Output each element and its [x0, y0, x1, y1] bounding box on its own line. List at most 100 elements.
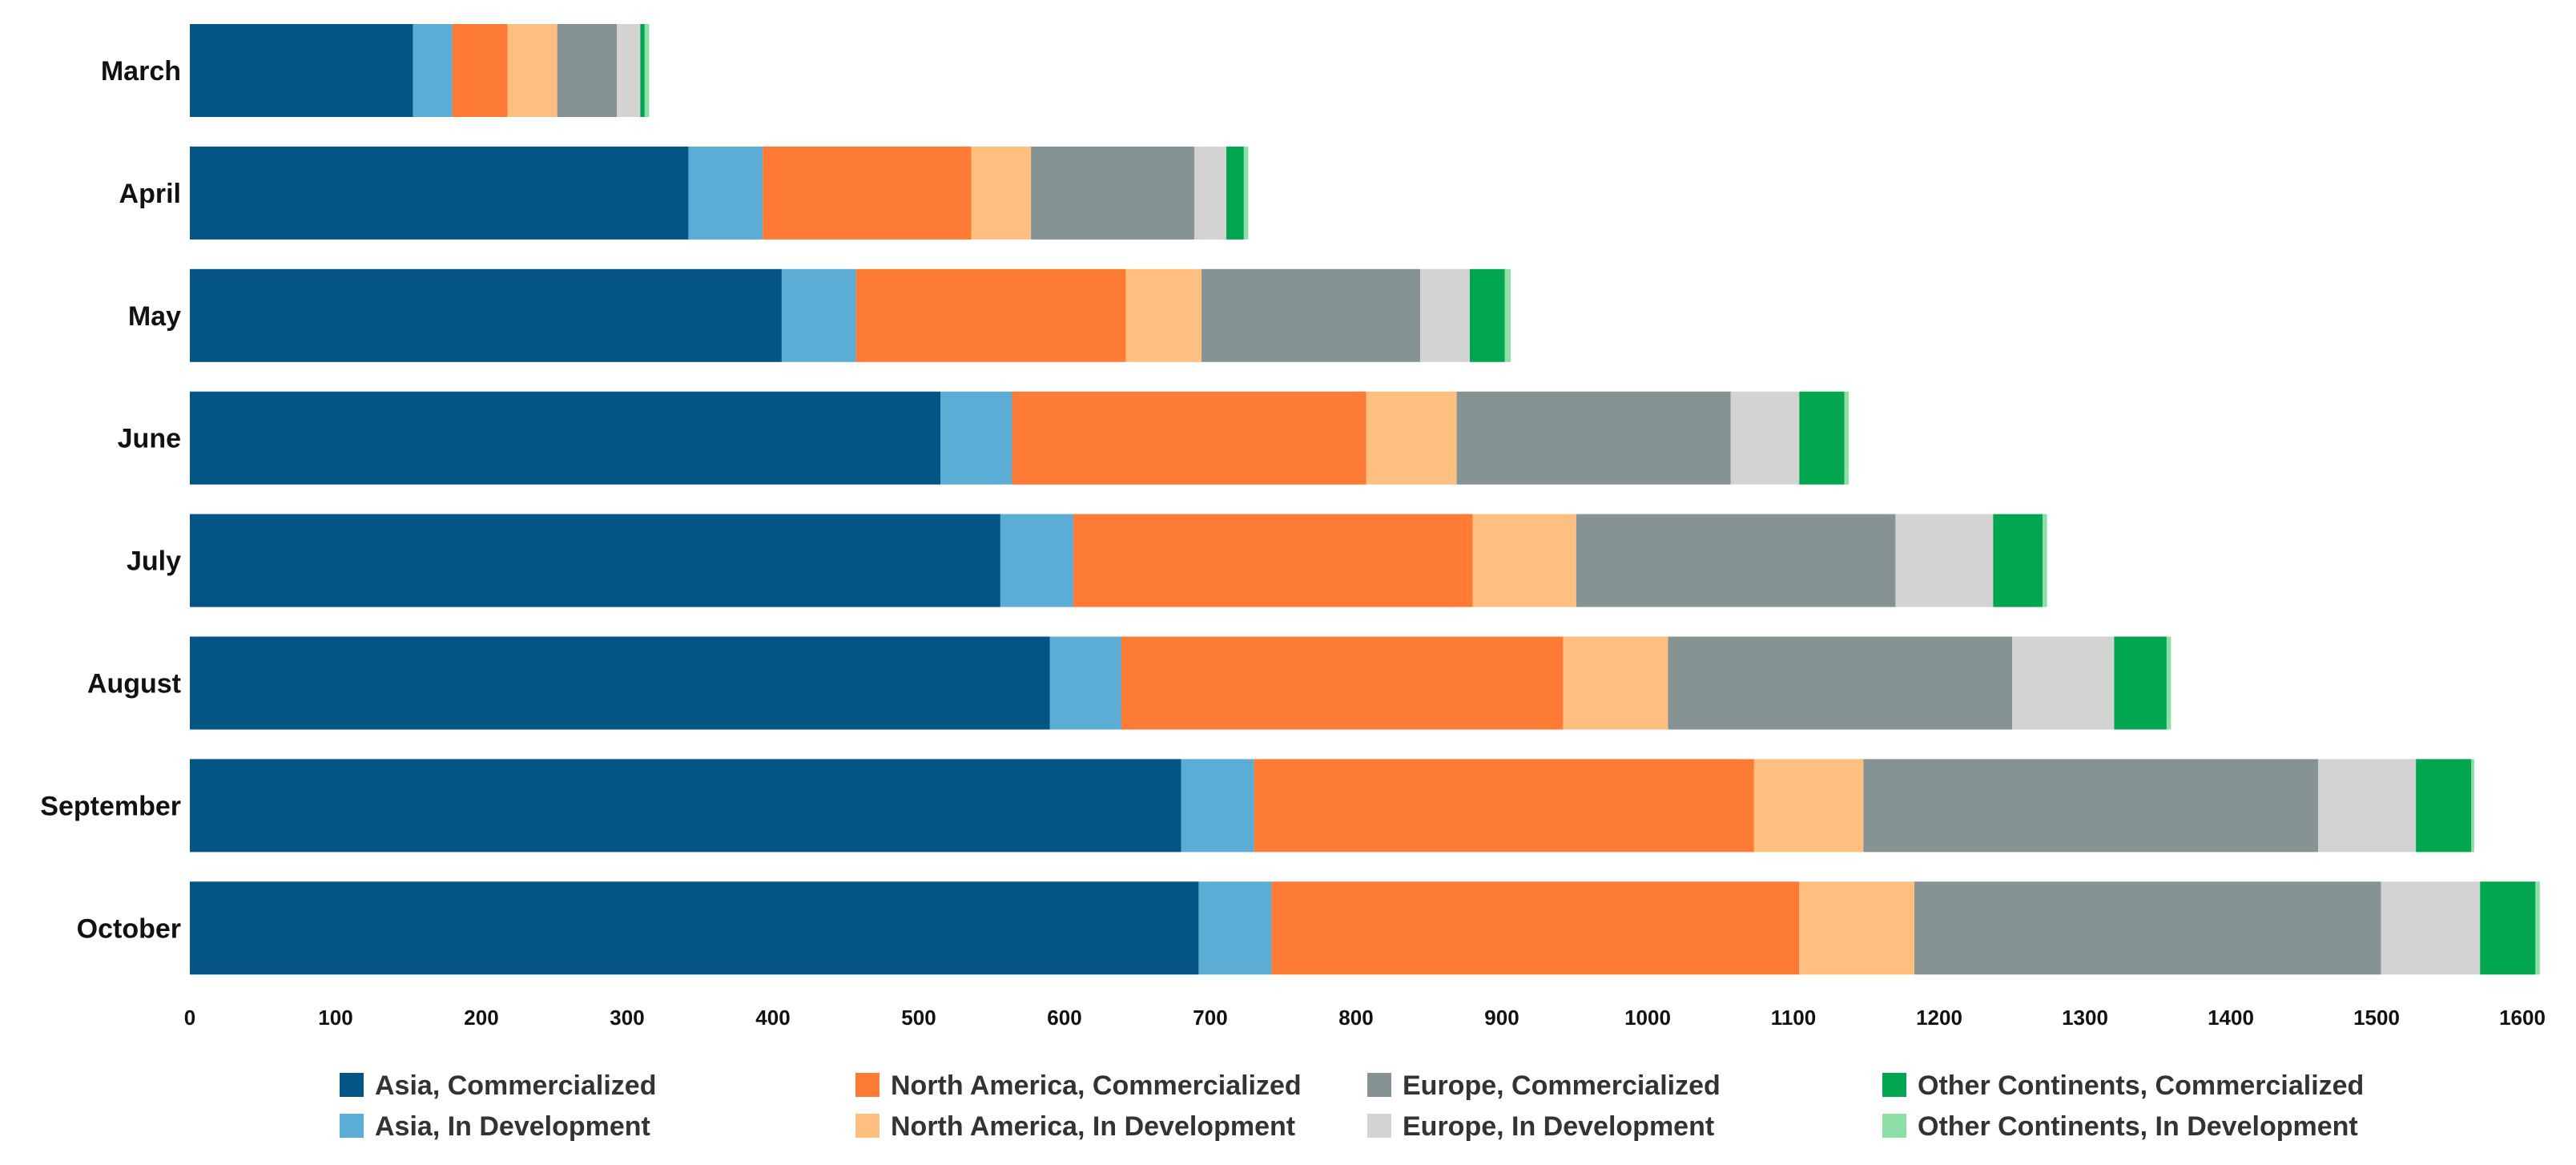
x-tick-label-100: 100: [318, 1006, 352, 1030]
bar-april-north-america-commercialized: [763, 146, 972, 240]
bar-august-other-continents-commercialized: [2114, 636, 2167, 730]
category-label-july: July: [127, 546, 181, 577]
x-tick-label-500: 500: [901, 1006, 936, 1030]
x-axis: 0 100 200 300 400 500 600 700 800 900 1000 1100 1200…: [184, 977, 2546, 1030]
bar-august-asia-in-development: [1049, 636, 1121, 730]
bar-october-europe-in-development: [2381, 881, 2481, 975]
bar-july-asia-in-development: [1000, 514, 1073, 607]
category-label-may: May: [128, 301, 181, 332]
bar-april-europe-in-development: [1193, 146, 1227, 240]
x-tick-label-200: 200: [464, 1006, 498, 1030]
bar-september-north-america-commercialized: [1254, 759, 1754, 853]
bar-may-other-continents-in-development: [1504, 268, 1511, 362]
bar-september-europe-in-development: [2318, 759, 2417, 853]
legend-swatch-asia-in-development: [340, 1114, 364, 1138]
legend-swatch-other-continents-commercialized: [1882, 1073, 1906, 1097]
legend-swatch-north-america-commercialized: [855, 1073, 879, 1097]
bar-april-europe-commercialized: [1031, 146, 1194, 240]
bar-october-north-america-commercialized: [1271, 881, 1800, 975]
legend-item-north-america-in-development: North America, In Development: [855, 1111, 1295, 1142]
x-tick-label-1400: 1400: [2208, 1006, 2254, 1030]
category-label-august: August: [87, 669, 181, 699]
x-tick-label-900: 900: [1484, 1006, 1519, 1030]
bar-september-asia-in-development: [1181, 759, 1254, 853]
legend-item-other-continents-commercialized: Other Continents, Commercialized: [1882, 1070, 2364, 1101]
legend-label-europe-in-development: Europe, In Development: [1403, 1111, 1714, 1142]
bar-october-other-continents-in-development: [2535, 881, 2540, 975]
x-tick-label-0: 0: [184, 1006, 195, 1030]
bar-july-north-america-commercialized: [1073, 514, 1473, 607]
legend-item-north-america-commercialized: North America, Commercialized: [855, 1070, 1302, 1101]
x-tick-label-1500: 1500: [2353, 1006, 2400, 1030]
bar-june-other-continents-in-development: [1844, 391, 1849, 485]
legend-label-asia-commercialized: Asia, Commercialized: [375, 1070, 656, 1101]
bar-june-north-america-commercialized: [1012, 391, 1366, 485]
bar-september-other-continents-in-development: [2471, 759, 2474, 853]
category-label-april: April: [119, 179, 181, 209]
bar-april-asia-in-development: [688, 146, 763, 240]
x-tick-label-1100: 1100: [1771, 1006, 1816, 1030]
bar-march-europe-in-development: [617, 24, 641, 117]
bar-july-europe-commercialized: [1576, 514, 1896, 607]
legend-item-europe-commercialized: Europe, Commercialized: [1367, 1070, 1721, 1101]
bar-august-europe-in-development: [2012, 636, 2115, 730]
bar-may-asia-commercialized: [190, 268, 782, 362]
legend-label-other-continents-commercialized: Other Continents, Commercialized: [1918, 1070, 2364, 1101]
legend-label-europe-commercialized: Europe, Commercialized: [1403, 1070, 1721, 1101]
legend-item-europe-in-development: Europe, In Development: [1367, 1111, 1714, 1142]
category-labels: March April May June July August September Octo…: [40, 56, 181, 944]
bar-october-asia-in-development: [1198, 881, 1272, 975]
bar-march-north-america-commercialized: [452, 24, 508, 117]
bar-july-asia-commercialized: [190, 514, 1000, 607]
legend-label-north-america-commercialized: North America, Commercialized: [891, 1070, 1302, 1101]
bar-august-north-america-commercialized: [1121, 636, 1564, 730]
bar-march-other-continents-commercialized: [640, 24, 645, 117]
bar-september-europe-commercialized: [1863, 759, 2319, 853]
bar-march-asia-commercialized: [190, 24, 413, 117]
bar-june-europe-commercialized: [1456, 391, 1731, 485]
legend-label-north-america-in-development: North America, In Development: [891, 1111, 1295, 1142]
legend-swatch-europe-in-development: [1367, 1114, 1391, 1138]
bar-june-north-america-in-development: [1366, 391, 1457, 485]
legend-swatch-europe-commercialized: [1367, 1073, 1391, 1097]
category-label-october: October: [77, 913, 181, 944]
bar-july-other-continents-in-development: [2043, 514, 2047, 607]
bar-september-other-continents-commercialized: [2416, 759, 2472, 853]
category-label-march: March: [101, 56, 181, 87]
bar-august-europe-commercialized: [1668, 636, 2012, 730]
bar-august-other-continents-in-development: [2166, 636, 2171, 730]
bar-april-north-america-in-development: [971, 146, 1032, 240]
legend-swatch-north-america-in-development: [855, 1114, 879, 1138]
legend-label-asia-in-development: Asia, In Development: [375, 1111, 650, 1142]
bar-may-asia-in-development: [781, 268, 856, 362]
x-tick-label-1000: 1000: [1624, 1006, 1671, 1030]
bar-august-north-america-in-development: [1563, 636, 1668, 730]
bar-july-other-continents-commercialized: [1993, 514, 2043, 607]
bar-september-north-america-in-development: [1753, 759, 1864, 853]
bar-october-asia-commercialized: [190, 881, 1199, 975]
bar-june-europe-in-development: [1730, 391, 1800, 485]
legend-label-other-continents-in-development: Other Continents, In Development: [1918, 1111, 2358, 1142]
bar-september-asia-commercialized: [190, 759, 1181, 853]
x-tick-label-1300: 1300: [2062, 1006, 2108, 1030]
bar-august-asia-commercialized: [190, 636, 1050, 730]
bar-april-other-continents-commercialized: [1226, 146, 1244, 240]
bar-april-other-continents-in-development: [1243, 146, 1249, 240]
x-tick-label-300: 300: [610, 1006, 644, 1030]
bar-july-europe-in-development: [1895, 514, 1994, 607]
bar-october-other-continents-commercialized: [2480, 881, 2536, 975]
bar-may-north-america-commercialized: [855, 268, 1126, 362]
bar-march-north-america-in-development: [507, 24, 557, 117]
legend-item-asia-commercialized: Asia, Commercialized: [340, 1070, 656, 1101]
x-tick-label-600: 600: [1047, 1006, 1081, 1030]
bar-march-other-continents-in-development: [644, 24, 650, 117]
bar-june-asia-commercialized: [190, 391, 941, 485]
legend-swatch-other-continents-in-development: [1882, 1114, 1906, 1138]
bar-may-europe-commercialized: [1201, 268, 1421, 362]
legend: Asia, Commercialized Asia, In Development…: [340, 1070, 2364, 1142]
bar-october-north-america-in-development: [1799, 881, 1915, 975]
legend-item-asia-in-development: Asia, In Development: [340, 1111, 650, 1142]
bar-june-asia-in-development: [940, 391, 1012, 485]
x-tick-label-1600: 1600: [2499, 1006, 2546, 1030]
